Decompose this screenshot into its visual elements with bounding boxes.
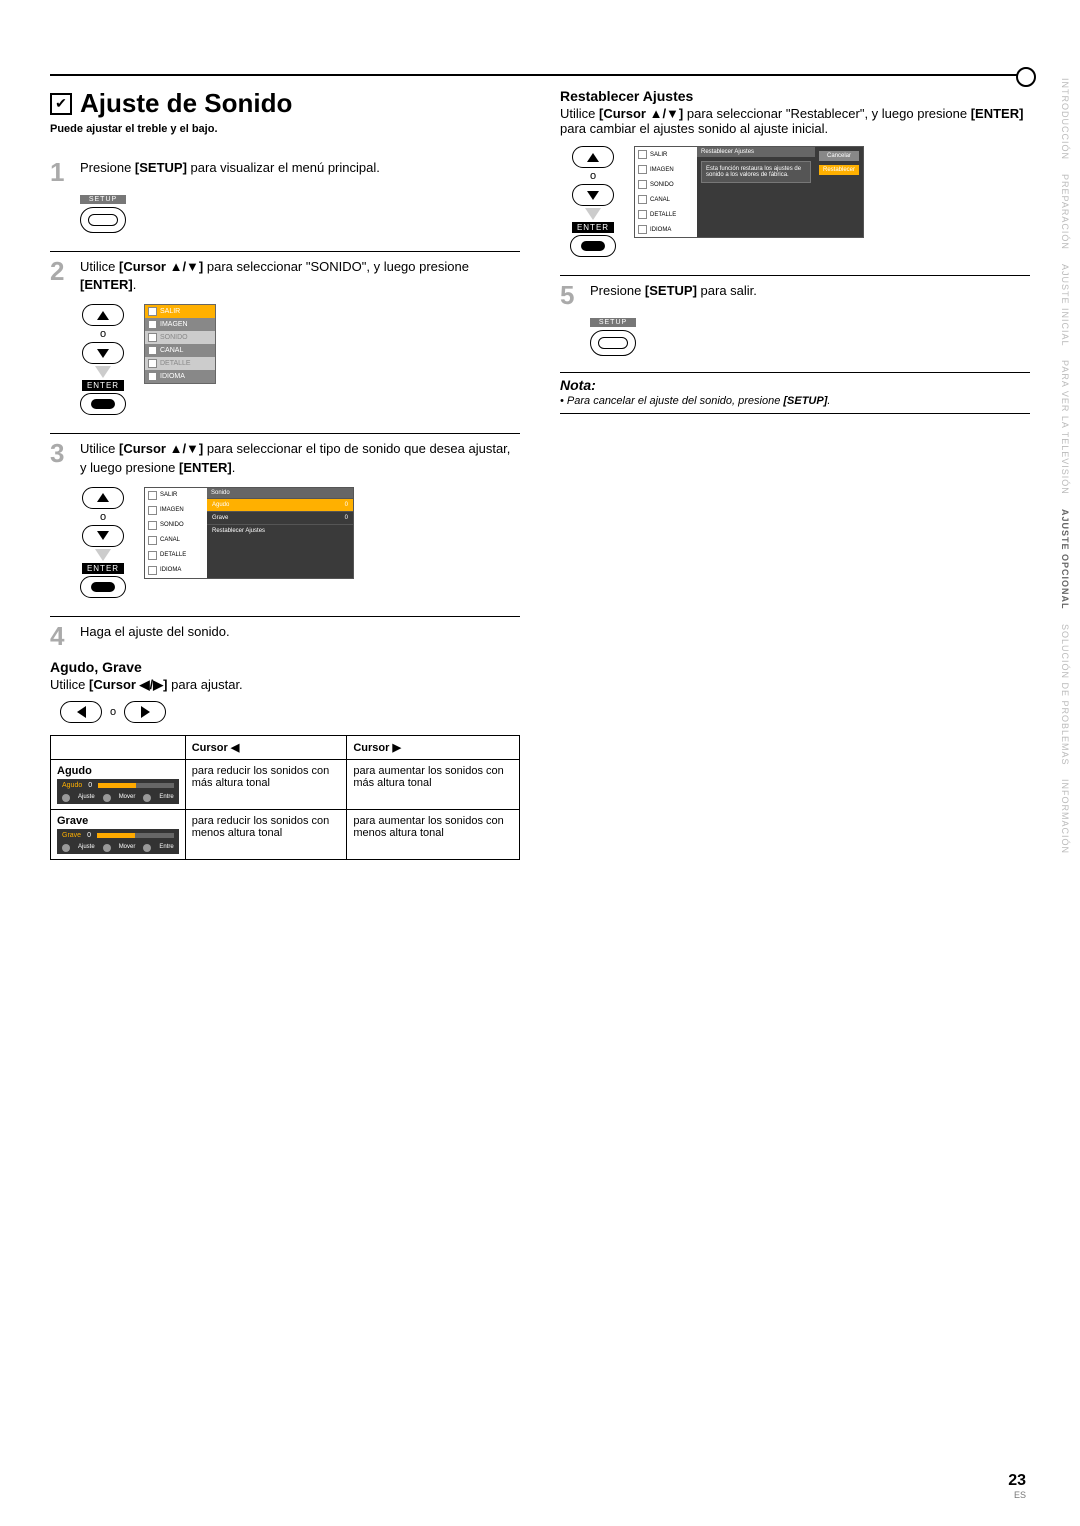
- o-separator: o: [590, 170, 596, 182]
- left-column: ✔ Ajuste de Sonido Puede ajustar el treb…: [50, 88, 520, 860]
- step-number: 2: [50, 258, 72, 294]
- side-tab: INTRODUCCIÓN: [1060, 78, 1070, 160]
- table-cell: para aumentar los sonidos con más altura…: [347, 759, 520, 809]
- side-tab: PARA VER LA TELEVISIÓN: [1060, 360, 1070, 495]
- enter-label: ENTER: [82, 563, 124, 574]
- osd-restore-dialog: SALIR IMAGEN SONIDO CANAL DETALLE IDIOMA…: [634, 146, 864, 238]
- table-cell: para aumentar los sonidos con menos altu…: [347, 809, 520, 859]
- slider-grave: Grave0: [57, 829, 179, 842]
- subtitle: Puede ajustar el treble y el bajo.: [50, 123, 520, 135]
- checkbox-icon: ✔: [50, 93, 72, 115]
- step-text: Presione [SETUP] para salir.: [590, 282, 757, 308]
- side-tabs: INTRODUCCIÓN PREPARACIÓN AJUSTE INICIAL …: [1060, 78, 1070, 854]
- osd-menu: SALIR IMAGEN SONIDO CANAL DETALLE IDIOMA: [144, 304, 216, 384]
- enter-label: ENTER: [82, 380, 124, 391]
- enter-label: ENTER: [572, 222, 614, 233]
- nota-text: • Para cancelar el ajuste del sonido, pr…: [560, 395, 1030, 414]
- step-text: Utilice [Cursor ▲/▼] para seleccionar el…: [80, 440, 520, 476]
- page-footer: 23 ES: [1008, 1472, 1026, 1500]
- restore-heading: Restablecer Ajustes: [560, 88, 1030, 104]
- cursor-nav-icon: o ENTER: [570, 146, 616, 257]
- row-label-cell: Grave Grave0 AjusteMoverEntre: [51, 809, 186, 859]
- side-tab: SOLUCIÓN DE PROBLEMAS: [1060, 624, 1070, 766]
- o-separator: o: [110, 706, 116, 718]
- setup-button-icon: SETUP: [80, 195, 126, 233]
- row-label-cell: Agudo Agudo0 AjusteMoverEntre: [51, 759, 186, 809]
- step-number: 5: [560, 282, 582, 308]
- step-number: 1: [50, 159, 72, 185]
- osd-wide-menu: SALIR IMAGEN SONIDO CANAL DETALLE IDIOMA…: [144, 487, 354, 579]
- osd-restore: Restablecer: [819, 165, 859, 175]
- cursor-lr-icon: o: [60, 701, 520, 723]
- osd-dialog-msg: Esta función restaura los ajustes de son…: [701, 161, 811, 183]
- col-header: Cursor ◀: [185, 735, 347, 759]
- subsection-text: Utilice [Cursor ◀/▶] para ajustar.: [50, 677, 520, 693]
- right-column: Restablecer Ajustes Utilice [Cursor ▲/▼]…: [560, 88, 1030, 860]
- cursor-table: Cursor ◀ Cursor ▶ Agudo Agudo0 AjusteMov…: [50, 735, 520, 860]
- manual-page: INTRODUCCIÓN PREPARACIÓN AJUSTE INICIAL …: [0, 0, 1080, 1526]
- setup-button-icon: SETUP: [590, 318, 636, 356]
- o-separator: o: [100, 511, 106, 523]
- step-text: Haga el ajuste del sonido.: [80, 623, 230, 649]
- setup-label: SETUP: [80, 195, 126, 204]
- step-text: Presione [SETUP] para visualizar el menú…: [80, 159, 380, 185]
- cursor-nav-icon: o ENTER: [80, 304, 126, 415]
- side-tab: PREPARACIÓN: [1060, 174, 1070, 250]
- page-number: 23: [1008, 1472, 1026, 1490]
- step-text: Utilice [Cursor ▲/▼] para seleccionar "S…: [80, 258, 520, 294]
- table-cell: para reducir los sonidos con más altura …: [185, 759, 347, 809]
- step-number: 3: [50, 440, 72, 476]
- o-separator: o: [100, 328, 106, 340]
- page-lang: ES: [1008, 1490, 1026, 1500]
- slider-agudo: Agudo0: [57, 779, 179, 792]
- page-title: Ajuste de Sonido: [80, 88, 292, 119]
- step-number: 4: [50, 623, 72, 649]
- table-cell: para reducir los sonidos con menos altur…: [185, 809, 347, 859]
- subsection-heading: Agudo, Grave: [50, 659, 520, 675]
- col-header: Cursor ▶: [347, 735, 520, 759]
- cursor-nav-icon: o ENTER: [80, 487, 126, 598]
- setup-label: SETUP: [590, 318, 636, 327]
- side-tab: INFORMACIÓN: [1060, 779, 1070, 854]
- restore-text: Utilice [Cursor ▲/▼] para seleccionar "R…: [560, 106, 1030, 136]
- nota-heading: Nota:: [560, 372, 1030, 393]
- side-tab-active: AJUSTE OPCIONAL: [1060, 509, 1070, 610]
- side-tab: AJUSTE INICIAL: [1060, 264, 1070, 347]
- osd-cancel: Cancelar: [819, 151, 859, 161]
- header-rule: [50, 74, 1030, 76]
